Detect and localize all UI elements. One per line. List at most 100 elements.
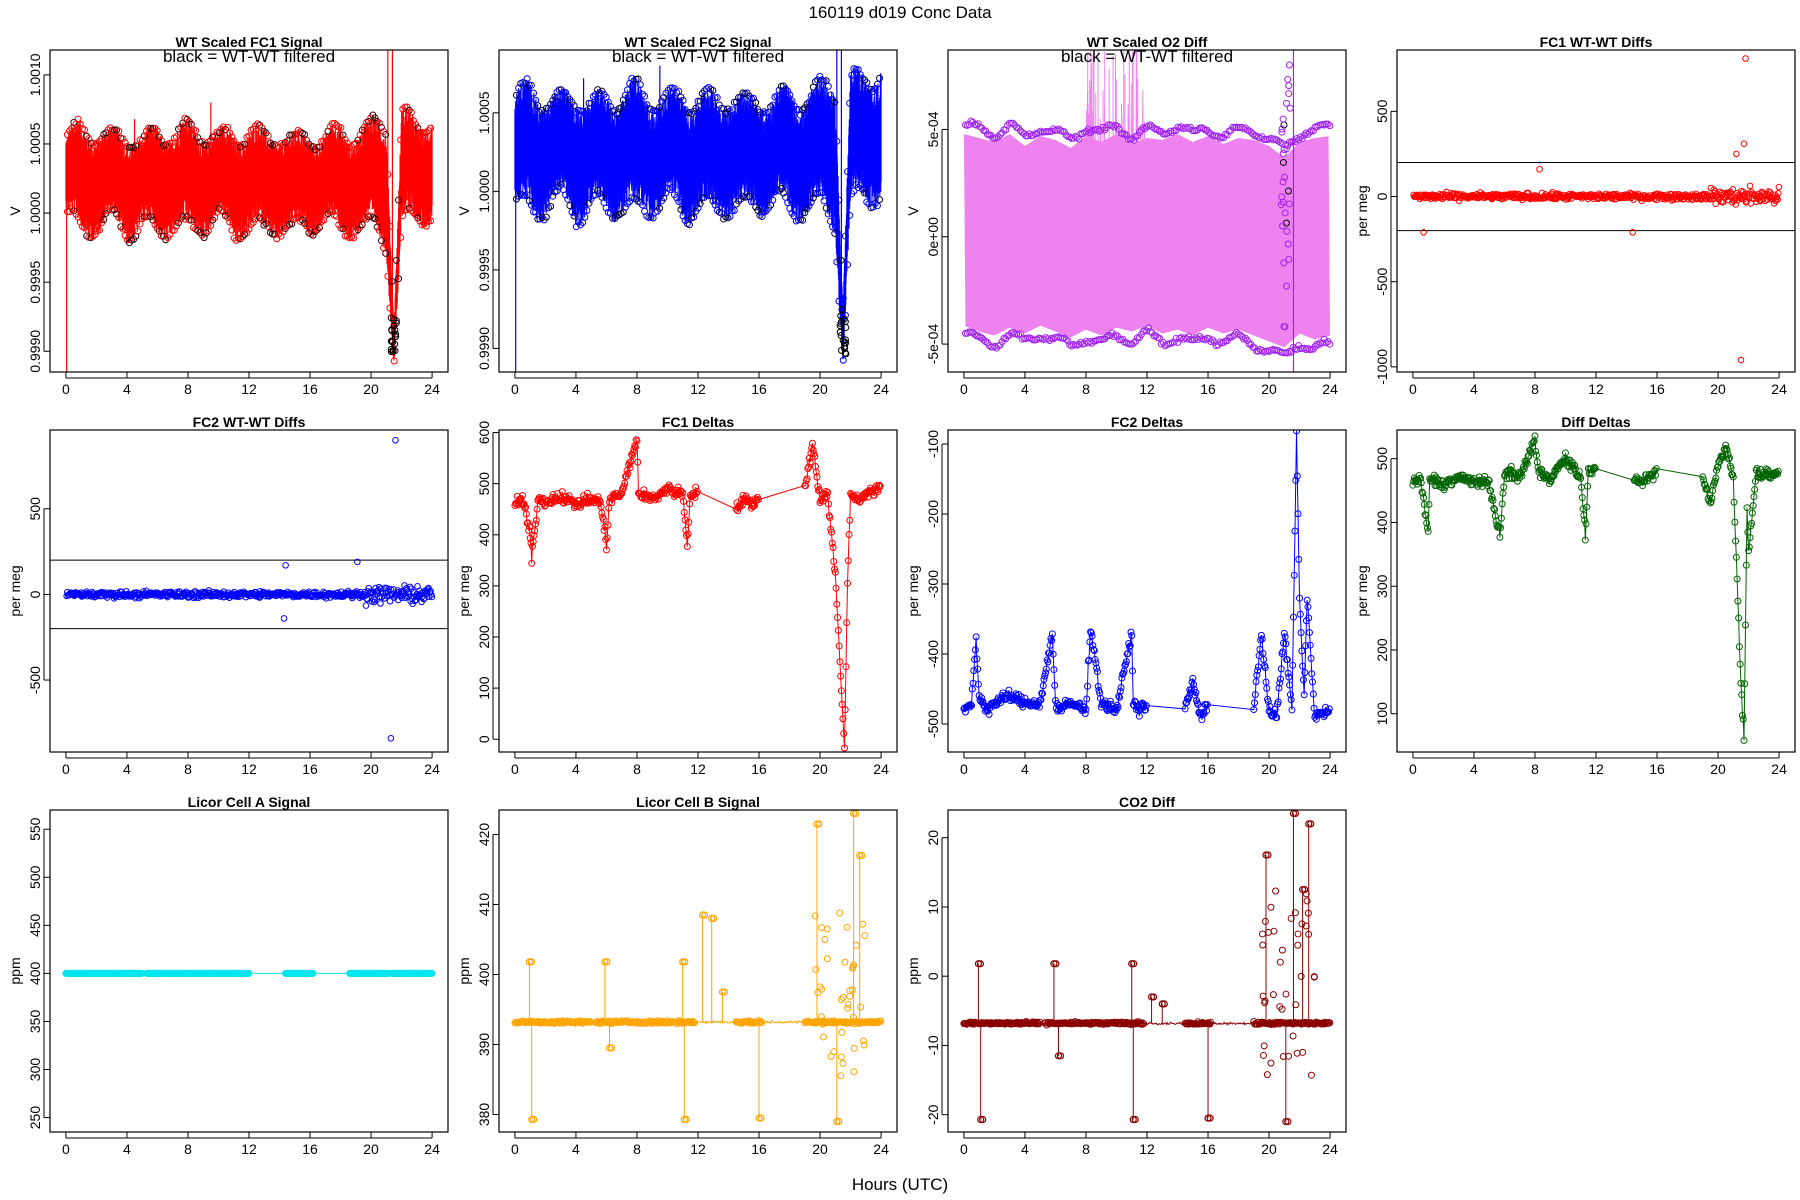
data-point <box>581 213 589 221</box>
data-point <box>243 229 251 237</box>
x-tick-label: 24 <box>1322 381 1338 397</box>
data-point <box>835 196 843 204</box>
data-point <box>596 89 604 97</box>
data-point <box>1029 131 1037 139</box>
data-point <box>315 224 323 232</box>
data-point <box>399 105 407 113</box>
data-point <box>1774 190 1782 197</box>
data-point <box>1283 282 1291 290</box>
data-point <box>660 93 668 101</box>
y-tick-label: 0.9990 <box>27 330 43 373</box>
x-tick-label: 0 <box>62 381 70 397</box>
outlier-point <box>1536 165 1543 173</box>
data-point <box>138 215 146 223</box>
data-point <box>110 126 118 134</box>
data-point <box>389 346 397 354</box>
data-point <box>547 100 555 108</box>
data-point <box>972 121 980 129</box>
outlier-point <box>282 562 289 569</box>
data-point <box>841 345 849 353</box>
data-point <box>1247 128 1255 136</box>
data-point <box>547 202 555 210</box>
data-point <box>1119 130 1127 138</box>
data-point <box>553 187 561 195</box>
data-point <box>288 131 296 139</box>
data-point <box>807 198 815 206</box>
data-point <box>861 189 869 197</box>
data-point <box>283 137 291 145</box>
data-point <box>568 208 576 216</box>
panel-title: WT Scaled O2 Diff <box>1087 34 1208 50</box>
data-point <box>83 132 91 140</box>
data-point <box>392 333 400 341</box>
data-point <box>160 232 168 240</box>
data-point <box>1309 127 1317 135</box>
data-point <box>549 96 557 104</box>
data-point <box>1060 128 1068 136</box>
data-point <box>151 124 159 132</box>
x-tick-label: 16 <box>751 381 767 397</box>
data-point <box>525 197 533 205</box>
data-point <box>841 349 849 357</box>
data-point <box>106 124 114 132</box>
data-point <box>679 96 687 104</box>
data-point <box>846 99 854 107</box>
data-point <box>820 197 828 205</box>
data-point <box>292 214 300 222</box>
data-point <box>724 105 732 113</box>
data-point <box>258 124 266 132</box>
data-point <box>554 490 562 498</box>
data-point <box>811 78 819 86</box>
data-point <box>837 256 845 264</box>
x-tick-label: 12 <box>690 381 706 397</box>
data-point <box>93 139 101 147</box>
data-point <box>801 209 809 217</box>
data-point <box>1278 125 1286 133</box>
data-point <box>794 105 802 113</box>
data-point <box>1315 341 1323 349</box>
panel-p1: WT Scaled FC1 Signal V 0 4 8 12 16 20 24 0.9990 0.… <box>7 34 449 397</box>
data-point <box>656 204 664 212</box>
data-point <box>108 126 116 134</box>
data-point <box>620 482 628 490</box>
x-tick-label: 0 <box>62 761 70 777</box>
data-point <box>577 221 585 229</box>
data-point <box>1130 136 1138 144</box>
data-point <box>621 479 629 487</box>
data-point <box>978 334 986 342</box>
data-point <box>1279 178 1287 186</box>
data-point <box>1223 131 1231 139</box>
data-point <box>390 316 398 324</box>
data-point <box>166 231 174 239</box>
data-point <box>350 234 358 242</box>
data-point <box>207 137 215 145</box>
data-point <box>1249 130 1257 138</box>
data-point <box>1287 138 1295 146</box>
data-point <box>786 91 794 99</box>
data-point <box>427 587 434 595</box>
data-point <box>1746 182 1754 190</box>
data-point <box>803 100 811 108</box>
data-point <box>522 503 530 511</box>
x-axis-title: Hours (UTC) <box>852 1175 948 1194</box>
data-point <box>1276 138 1284 146</box>
data-point <box>587 99 595 107</box>
data-point <box>68 124 76 132</box>
data-point <box>621 203 629 211</box>
data-point <box>303 137 311 145</box>
data-point <box>119 225 127 233</box>
data-point <box>858 74 866 82</box>
data-point <box>1146 328 1154 336</box>
panel-p4: FC1 WT-WT Diffs per meg 0 4 8 12 16 20 24 -1000 -5… <box>1354 34 1796 397</box>
data-point <box>1044 335 1052 343</box>
data-point <box>1009 119 1017 127</box>
y-tick-label: 0 <box>1374 192 1390 200</box>
data-point <box>194 134 202 142</box>
data-point <box>876 74 884 82</box>
data-point <box>1203 126 1211 134</box>
data-point <box>266 229 274 237</box>
data-point <box>339 131 347 139</box>
data-point <box>572 223 580 231</box>
data-point <box>824 210 832 218</box>
data-point <box>247 220 255 228</box>
